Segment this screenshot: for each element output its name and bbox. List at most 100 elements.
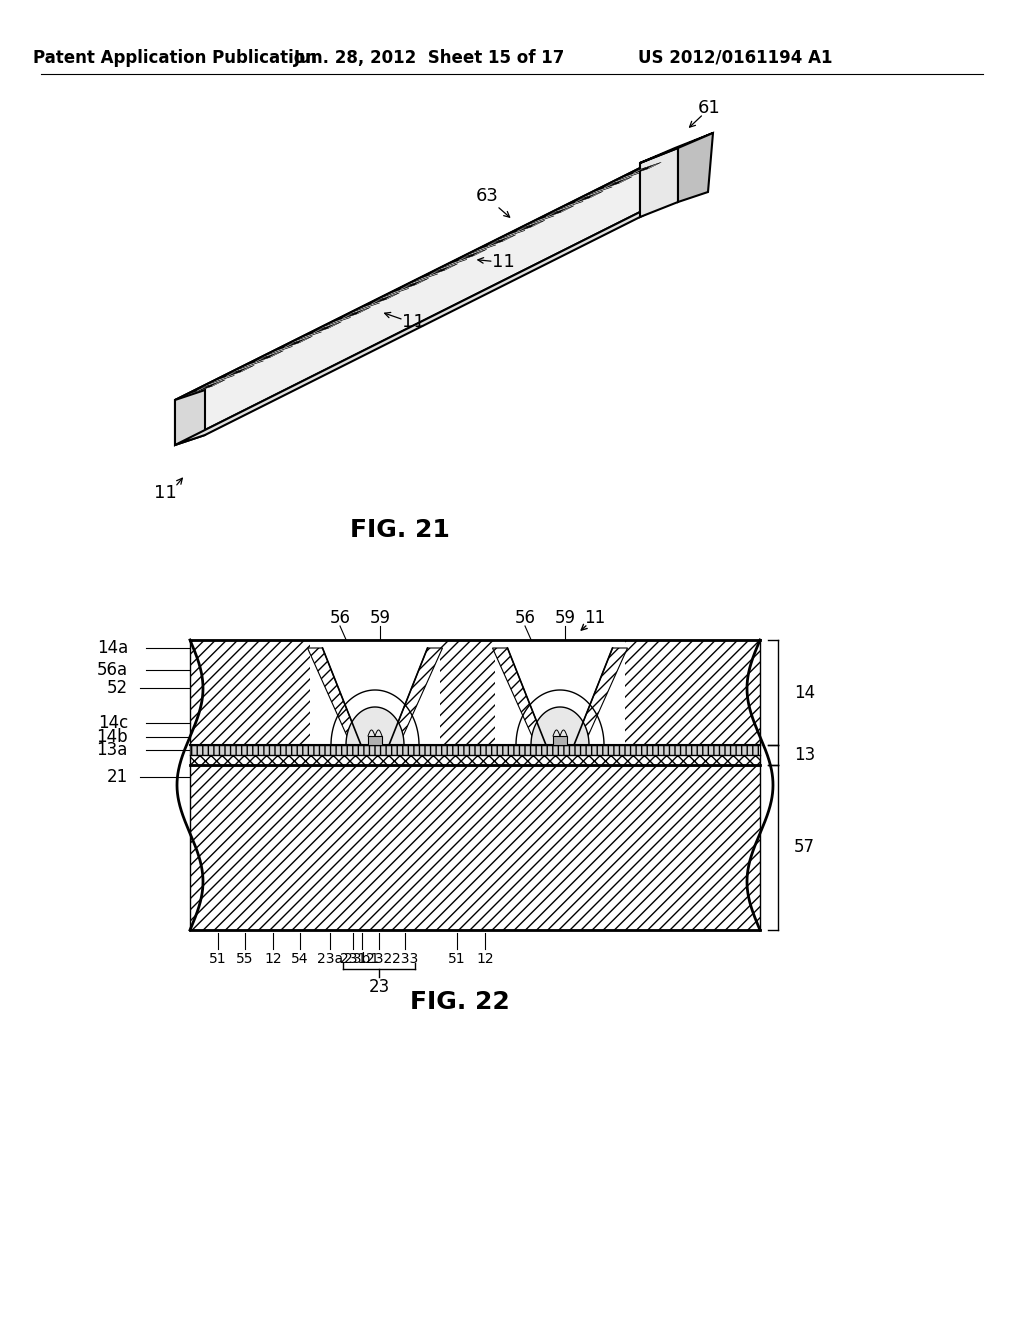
Polygon shape xyxy=(329,323,339,329)
Polygon shape xyxy=(590,193,600,198)
Polygon shape xyxy=(373,293,399,304)
Polygon shape xyxy=(400,284,411,289)
Polygon shape xyxy=(546,211,556,216)
Text: 14: 14 xyxy=(794,684,815,701)
Text: 13a: 13a xyxy=(96,741,128,759)
Text: 21: 21 xyxy=(106,768,128,785)
Polygon shape xyxy=(255,356,266,362)
Polygon shape xyxy=(242,367,252,371)
Polygon shape xyxy=(504,226,530,236)
Text: 11: 11 xyxy=(585,609,605,627)
Text: 23a: 23a xyxy=(317,952,343,966)
Polygon shape xyxy=(574,198,586,202)
Polygon shape xyxy=(389,648,442,744)
Polygon shape xyxy=(548,206,574,216)
Text: FIG. 22: FIG. 22 xyxy=(411,990,510,1014)
Text: 13: 13 xyxy=(794,746,815,764)
Bar xyxy=(190,744,760,755)
Text: 51: 51 xyxy=(449,952,466,966)
Text: 61: 61 xyxy=(698,99,721,117)
Polygon shape xyxy=(226,371,237,376)
Polygon shape xyxy=(678,133,713,202)
Polygon shape xyxy=(487,240,499,246)
Bar xyxy=(190,766,760,931)
Text: 59: 59 xyxy=(370,609,390,627)
Polygon shape xyxy=(474,251,484,256)
Polygon shape xyxy=(300,327,327,338)
Text: 14a: 14a xyxy=(96,639,128,657)
Polygon shape xyxy=(270,352,281,356)
Text: 56: 56 xyxy=(330,609,350,627)
Polygon shape xyxy=(198,385,208,391)
Polygon shape xyxy=(387,284,414,294)
Text: 59: 59 xyxy=(555,609,575,627)
Bar xyxy=(495,642,625,744)
Bar xyxy=(190,744,760,755)
Text: 54: 54 xyxy=(291,952,309,966)
Text: 23: 23 xyxy=(369,978,389,997)
Polygon shape xyxy=(518,220,545,231)
Polygon shape xyxy=(517,226,527,231)
Polygon shape xyxy=(591,182,617,193)
Polygon shape xyxy=(605,177,632,187)
Text: 51: 51 xyxy=(209,952,226,966)
Polygon shape xyxy=(531,222,543,227)
Polygon shape xyxy=(648,164,658,169)
Polygon shape xyxy=(431,264,458,275)
Text: 56: 56 xyxy=(514,609,536,627)
Polygon shape xyxy=(445,255,472,265)
Polygon shape xyxy=(402,279,429,289)
Polygon shape xyxy=(633,169,643,173)
Text: 11: 11 xyxy=(493,253,515,272)
Polygon shape xyxy=(271,342,298,352)
Polygon shape xyxy=(577,191,603,202)
Text: US 2012/0161194 A1: US 2012/0161194 A1 xyxy=(638,49,833,67)
Polygon shape xyxy=(213,370,240,381)
Polygon shape xyxy=(561,197,588,207)
Polygon shape xyxy=(313,327,324,333)
Polygon shape xyxy=(175,389,205,445)
Text: 11: 11 xyxy=(154,484,176,502)
Text: 56a: 56a xyxy=(97,661,128,678)
Text: 12: 12 xyxy=(476,952,494,966)
Text: FIG. 21: FIG. 21 xyxy=(350,517,450,543)
Text: 55: 55 xyxy=(237,952,254,966)
Text: 23b1: 23b1 xyxy=(344,952,380,966)
Polygon shape xyxy=(342,313,353,318)
Polygon shape xyxy=(503,236,513,242)
Polygon shape xyxy=(386,294,397,300)
Polygon shape xyxy=(532,211,559,222)
Polygon shape xyxy=(358,298,385,309)
Polygon shape xyxy=(242,356,268,367)
Polygon shape xyxy=(574,648,628,744)
Polygon shape xyxy=(346,708,404,744)
Text: 14c: 14c xyxy=(97,714,128,733)
Polygon shape xyxy=(307,648,361,744)
Text: 52: 52 xyxy=(106,678,128,697)
Polygon shape xyxy=(474,240,501,251)
Bar xyxy=(190,744,760,766)
Polygon shape xyxy=(315,322,342,333)
Polygon shape xyxy=(285,342,295,347)
Bar xyxy=(310,642,440,744)
Text: 57: 57 xyxy=(794,838,815,857)
Polygon shape xyxy=(344,308,371,318)
Bar xyxy=(368,737,382,744)
Polygon shape xyxy=(416,280,426,285)
Polygon shape xyxy=(561,207,571,213)
Polygon shape xyxy=(620,168,646,178)
Text: 231: 231 xyxy=(340,952,367,966)
Polygon shape xyxy=(635,162,662,173)
Polygon shape xyxy=(175,202,670,445)
Text: 233: 233 xyxy=(392,952,418,966)
Polygon shape xyxy=(430,269,440,275)
Polygon shape xyxy=(175,168,640,445)
Polygon shape xyxy=(604,183,614,187)
Polygon shape xyxy=(183,384,210,396)
Text: Jun. 28, 2012  Sheet 15 of 17: Jun. 28, 2012 Sheet 15 of 17 xyxy=(294,49,565,67)
Bar xyxy=(190,640,760,744)
Text: 11: 11 xyxy=(402,313,425,331)
Polygon shape xyxy=(459,255,469,260)
Text: 63: 63 xyxy=(475,187,499,205)
Polygon shape xyxy=(640,148,678,216)
